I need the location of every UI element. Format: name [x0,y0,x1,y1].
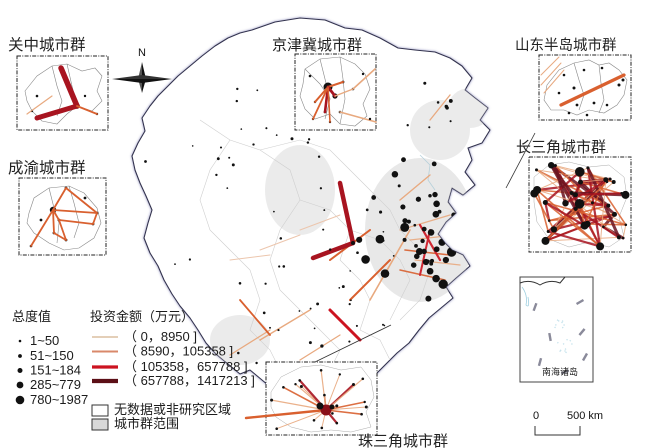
svg-text:成渝城市群: 成渝城市群 [8,159,86,177]
svg-text:南海诸岛: 南海诸岛 [542,366,578,377]
svg-text:1~50: 1~50 [30,333,59,348]
svg-text:京津冀城市群: 京津冀城市群 [272,37,362,54]
svg-text:（ 0，8950 ]: （ 0，8950 ] [124,329,197,344]
svg-text:关中城市群: 关中城市群 [8,36,86,54]
svg-text:N: N [138,47,146,59]
svg-text:151~184: 151~184 [30,363,81,378]
svg-text:珠三角城市群: 珠三角城市群 [358,433,448,448]
svg-text:780~1987: 780~1987 [30,392,88,407]
svg-text:投资金额（万元）: 投资金额（万元） [90,309,194,324]
svg-text:500 km: 500 km [567,410,603,422]
svg-text:（ 657788，1417213 ]: （ 657788，1417213 ] [124,373,255,388]
svg-text:285~779: 285~779 [30,377,81,392]
svg-text:51~150: 51~150 [30,348,74,363]
svg-text:城市群范围: 城市群范围 [114,416,179,431]
svg-text:0: 0 [533,410,539,422]
svg-text:无数据或非研究区域: 无数据或非研究区域 [114,402,231,417]
svg-text:总度值: 总度值 [12,309,51,324]
svg-text:山东半岛城市群: 山东半岛城市群 [515,37,617,54]
svg-text:长三角城市群: 长三角城市群 [516,139,606,156]
svg-text:（ 105358，657788 ]: （ 105358，657788 ] [124,359,248,374]
svg-text:（ 8590，105358 ]: （ 8590，105358 ] [124,344,233,359]
